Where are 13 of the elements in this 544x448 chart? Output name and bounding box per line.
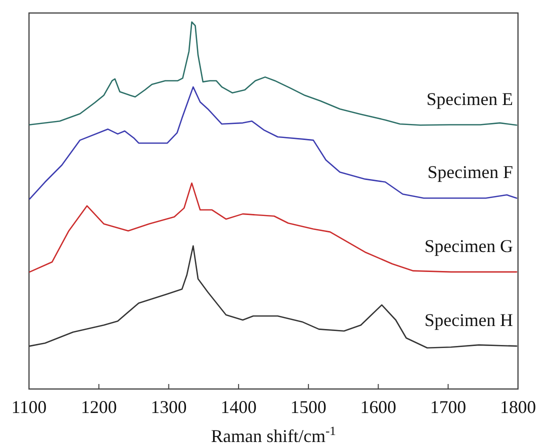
series-label: Specimen G	[424, 236, 513, 256]
x-tick-label: 1400	[220, 397, 257, 417]
x-tick-label: 1600	[360, 397, 396, 417]
x-tick-label: 1800	[500, 397, 536, 417]
x-tick-label: 1500	[290, 397, 326, 417]
x-axis-title: Raman shift/cm$^{-1}$	[211, 424, 336, 446]
x-tick-label: 1700	[430, 397, 466, 417]
series-label: Specimen H	[424, 310, 513, 330]
x-tick-label: 1100	[11, 397, 47, 417]
series-label: Specimen E	[426, 89, 513, 110]
x-tick-label: 1300	[150, 397, 187, 417]
series-label: Specimen F	[428, 162, 513, 182]
x-tick-label: 1200	[80, 397, 117, 417]
